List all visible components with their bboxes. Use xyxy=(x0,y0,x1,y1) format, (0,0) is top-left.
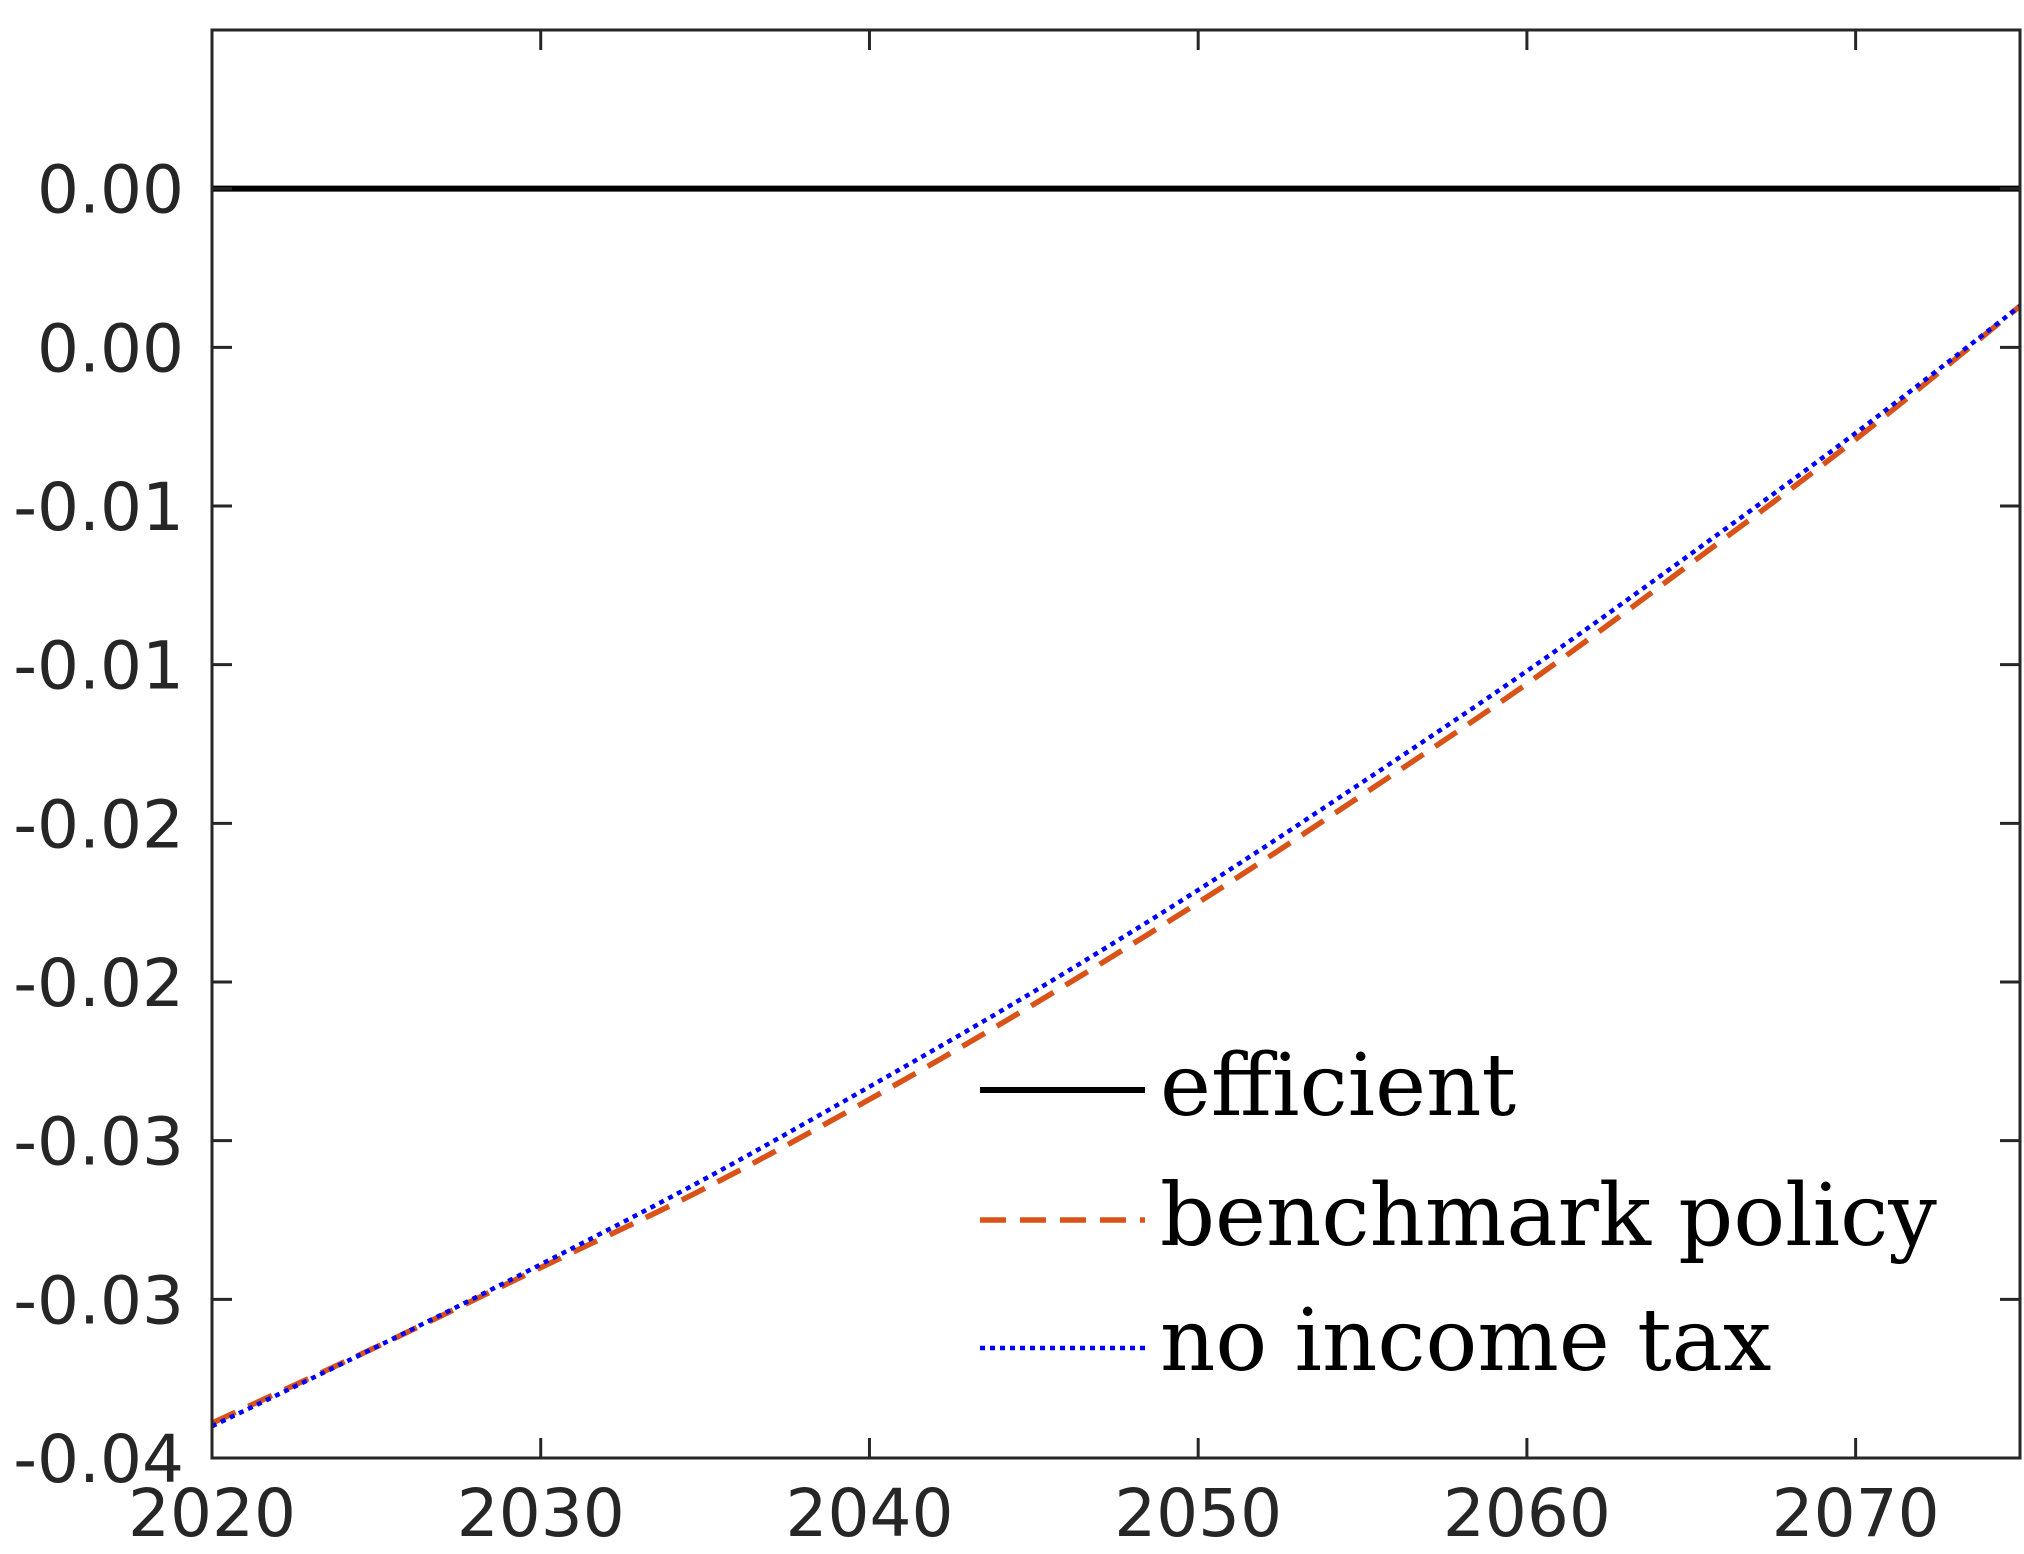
x-tick-label: 2030 xyxy=(457,1475,625,1552)
series-line-no-income-tax xyxy=(211,304,2022,1429)
legend-label-benchmark-policy: benchmark policy xyxy=(1160,1166,1937,1266)
x-tick-label: 2070 xyxy=(1772,1475,1940,1552)
series-layer xyxy=(210,185,2022,1429)
ticks-layer: 2020 2030 2040 2050 2060 2070 -0.04 -0.03 -0.03 -… xyxy=(13,28,2020,1552)
y-tick-label: -0.04 xyxy=(13,1421,184,1498)
x-tick-label: 2020 xyxy=(128,1475,296,1552)
legend-label-efficient: efficient xyxy=(1160,1036,1516,1136)
y-tick-label: 0.00 xyxy=(37,310,184,387)
plot-area-frame xyxy=(210,28,2022,1460)
y-tick-label: -0.03 xyxy=(13,1262,184,1339)
series-line-benchmark-policy xyxy=(210,303,2022,1426)
y-tick-label: -0.03 xyxy=(13,1104,184,1181)
y-tick-label: -0.01 xyxy=(13,469,184,546)
y-tick-label: 0.00 xyxy=(37,152,184,229)
x-tick-label: 2060 xyxy=(1443,1475,1611,1552)
y-tick-label: -0.02 xyxy=(13,945,184,1022)
legend: efficient benchmark policy no income tax xyxy=(980,1036,1937,1391)
x-tick-label: 2040 xyxy=(785,1475,953,1552)
x-tick-label: 2050 xyxy=(1114,1475,1282,1552)
legend-label-no-income-tax: no income tax xyxy=(1160,1291,1771,1391)
y-tick-label: -0.01 xyxy=(13,628,184,705)
y-tick-label: -0.02 xyxy=(13,786,184,863)
